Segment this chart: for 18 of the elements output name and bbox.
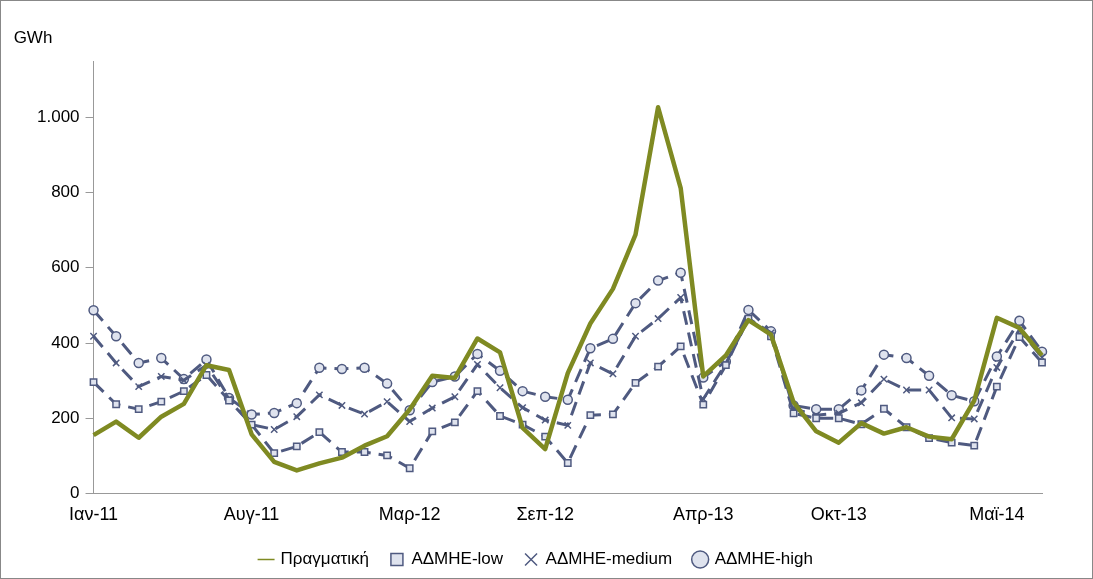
legend-label: Πραγματική [280,549,369,569]
y-tick-label: 0 [70,483,80,503]
legend-label: ΑΔΜΗΕ-medium [545,549,673,569]
y-tick-label: 400 [51,332,80,352]
y-tick-label: 200 [51,407,80,427]
y-tick-label: 600 [51,257,80,277]
x-tick-label: Ιαν-11 [68,504,119,525]
x-tick-label: Σεπ-12 [516,504,574,525]
legend-label: ΑΔΜΗΕ-high [714,549,813,569]
x-tick-label: Οκτ-13 [810,504,867,525]
x-tick-label: Αυγ-11 [223,504,280,525]
legend-label: ΑΔΜΗΕ-low [411,549,504,569]
x-tick-label: Μαϊ-14 [969,504,1025,525]
y-axis-title: GWh [13,28,53,48]
x-tick-label: Απρ-13 [672,504,734,525]
x-tick-label: Μαρ-12 [378,504,441,525]
y-tick-label: 800 [51,182,80,202]
y-tick-label: 1.000 [36,107,80,127]
